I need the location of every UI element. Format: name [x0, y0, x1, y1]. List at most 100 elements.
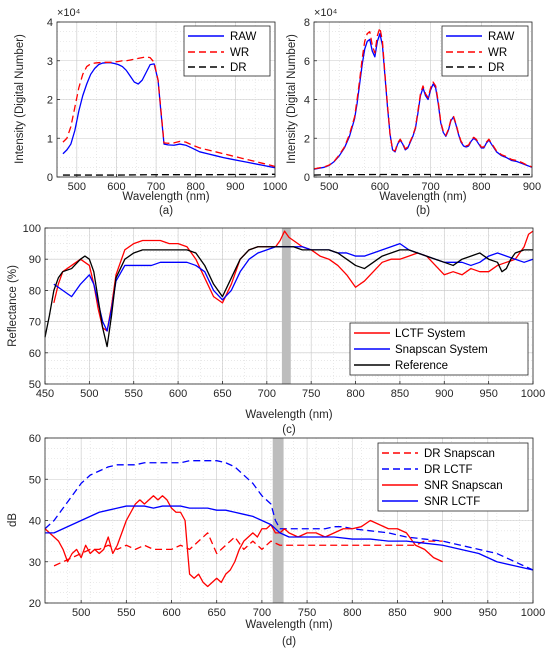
lines-b: [313, 27, 533, 176]
x-tick-label: 750: [298, 607, 316, 619]
legend-label-snr-lctf-d: SNR LCTF: [424, 496, 480, 508]
x-tick-label: 950: [479, 607, 497, 619]
y-tick-label: 60: [29, 433, 41, 445]
lines-c: [44, 230, 534, 348]
x-tick-label: 1000: [521, 388, 545, 400]
legend-label-dr-lctf-d: DR LCTF: [424, 464, 473, 476]
y-axis-label-d: dB: [7, 513, 19, 527]
y-exponent-a: ×10⁴: [57, 7, 81, 19]
y-tick-label: 60: [29, 348, 41, 360]
y-exponent-b: ×10⁴: [314, 7, 338, 19]
y-tick-label: 2: [304, 133, 310, 145]
legend-c: LCTF System Snapscan System Reference: [349, 322, 529, 376]
series-line-b-dr: [313, 173, 533, 176]
x-tick-label: 600: [169, 388, 187, 400]
y-tick-label: 1: [47, 133, 53, 145]
y-tick-label: 4: [304, 95, 310, 107]
x-tick-label: 800: [343, 607, 361, 619]
legend-d: DR Snapscan DR LCTF SNR Snapscan SNR LCT…: [377, 442, 529, 512]
x-tick-label: 650: [213, 388, 231, 400]
x-tick-label: 500: [80, 388, 98, 400]
y-tick-label: 2: [47, 95, 53, 107]
x-tick-label: 650: [208, 607, 226, 619]
legend-label-wr-b: WR: [488, 47, 507, 59]
x-tick-label: 500: [320, 181, 338, 193]
shaded-band-d: [272, 438, 284, 603]
axes-frame-c: [44, 227, 534, 385]
x-tick-label: 900: [523, 181, 541, 193]
x-axis-label-a: Wavelength (nm): [122, 191, 209, 203]
y-tick-label: 100: [23, 223, 41, 235]
x-tick-label: 750: [302, 388, 320, 400]
series-line-b-wr: [313, 27, 533, 170]
legend-label-raw-a: RAW: [230, 31, 257, 43]
legend-label-snapscan-c: Snapscan System: [395, 344, 488, 356]
caption-a: (a): [159, 205, 173, 217]
legend-label-dr-snapscan-d: DR Snapscan: [424, 448, 495, 460]
x-tick-label: 700: [147, 181, 165, 193]
series-line-d-snr-lctf: [45, 505, 534, 571]
caption-b: (b): [416, 205, 430, 217]
x-tick-label: 600: [371, 181, 389, 193]
x-axis-label-c: Wavelength (nm): [245, 409, 332, 421]
y-tick-label: 0: [304, 172, 310, 184]
series-line-a-dr: [62, 173, 276, 176]
x-tick-label: 1000: [263, 181, 287, 193]
y-tick-label: 0: [47, 172, 53, 184]
y-tick-label: 8: [304, 17, 310, 29]
y-tick-label: 20: [29, 598, 41, 610]
panel-b: 500 600 700 800 900 0 2 4 6 8 ×10⁴ Wavelength (nm…: [286, 7, 541, 217]
x-tick-label: 700: [253, 607, 271, 619]
y-tick-label: 80: [29, 285, 41, 297]
x-tick-label: 600: [162, 607, 180, 619]
caption-d: (d): [282, 636, 296, 648]
panel-a: 500 600 700 800 900 1000 0 1 2 3 4 ×10⁴ Wavelength…: [14, 7, 287, 217]
x-tick-label: 850: [391, 388, 409, 400]
legend-label-dr-a: DR: [230, 62, 247, 74]
shaded-band-c: [281, 228, 291, 384]
x-tick-label: 900: [433, 607, 451, 619]
y-tick-label: 70: [29, 317, 41, 329]
x-tick-label: 800: [472, 181, 490, 193]
y-axis-label-b: Intensity (Digital Number): [286, 34, 298, 164]
x-tick-label: 550: [117, 607, 135, 619]
x-tick-label: 950: [479, 388, 497, 400]
panel-d: 500 550 600 650 700 750 800 850 900 950 1000 20 30 40…: [7, 433, 545, 648]
x-tick-label: 500: [72, 607, 90, 619]
y-tick-label: 50: [29, 379, 41, 391]
lines-d: [44, 460, 534, 588]
series-line-d-dr-snapscan: [53, 532, 443, 567]
x-tick-label: 700: [421, 181, 439, 193]
y-tick-label: 90: [29, 254, 41, 266]
y-axis-label-a: Intensity (Digital Number): [14, 34, 26, 164]
y-tick-label: 4: [47, 17, 53, 29]
x-tick-label: 800: [346, 388, 364, 400]
legend-label-lctf-c: LCTF System: [395, 328, 465, 340]
legend-label-dr-b: DR: [488, 62, 505, 74]
x-tick-label: 850: [388, 607, 406, 619]
x-tick-label: 800: [187, 181, 205, 193]
x-tick-label: 550: [125, 388, 143, 400]
series-line-d-dr-lctf: [44, 460, 534, 571]
caption-c: (c): [282, 424, 296, 436]
legend-box-b: [441, 25, 529, 77]
lines-a: [62, 56, 276, 176]
legend-b: RAW WR DR: [441, 25, 529, 77]
x-axis-label-d: Wavelength (nm): [245, 619, 332, 631]
y-tick-label: 3: [47, 56, 53, 68]
legend-label-snr-snapscan-d: SNR Snapscan: [424, 480, 503, 492]
series-line-a-raw: [62, 62, 276, 169]
y-tick-label: 6: [304, 56, 310, 68]
x-tick-label: 600: [107, 181, 125, 193]
y-tick-label: 50: [29, 474, 41, 486]
ticks-d: 500 550 600 650 700 750 800 850 900 950 1000 20 30 40…: [29, 433, 545, 619]
series-line-c-reference: [44, 246, 533, 348]
y-axis-label-c: Reflectance (%): [7, 265, 19, 347]
legend-box-d: [377, 442, 529, 512]
x-tick-label: 900: [435, 388, 453, 400]
x-tick-label: 900: [226, 181, 244, 193]
series-line-d-snr-snapscan: [44, 495, 443, 588]
panel-c: 450 500 550 600 650 700 750 800 850 900 950 1000 50 6…: [7, 223, 545, 436]
ticks-c: 450 500 550 600 650 700 750 800 850 900 950 1000 50 6…: [23, 223, 546, 400]
